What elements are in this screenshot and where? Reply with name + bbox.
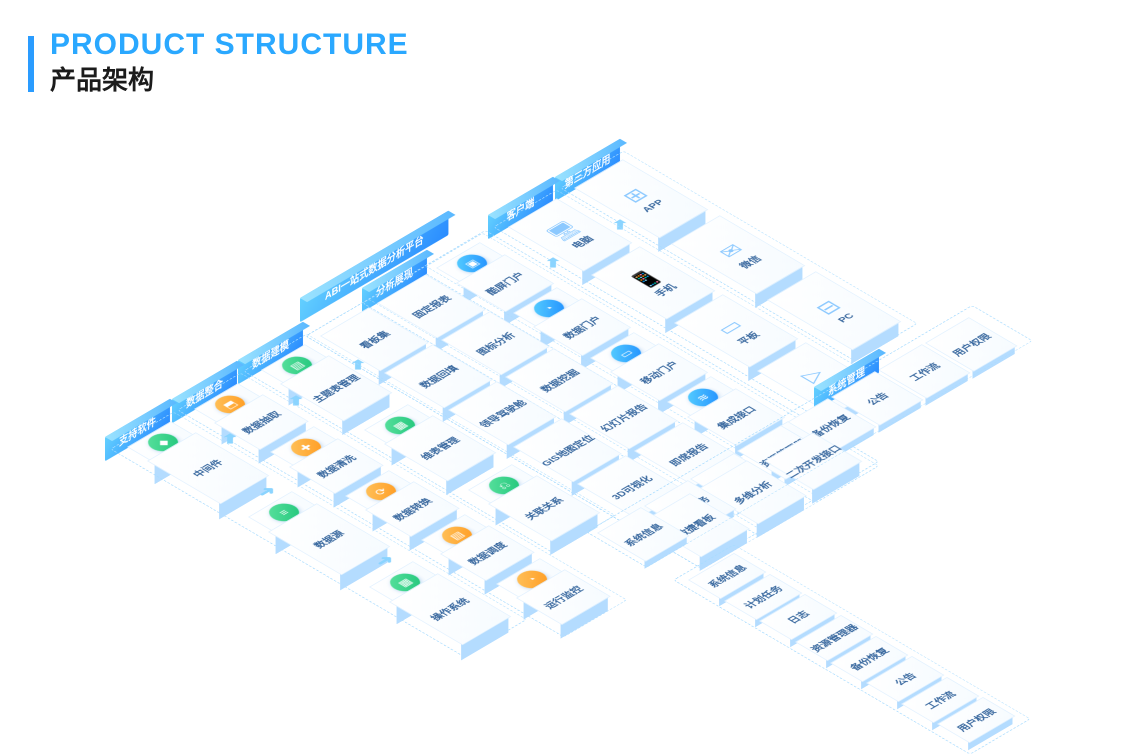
isometric-scene: 支持软件◆中间件≡数据源▦操作系统➜➜数据整合⬒数据抽取✚数据清洗⟳数据转换▤数… bbox=[0, 0, 1143, 734]
